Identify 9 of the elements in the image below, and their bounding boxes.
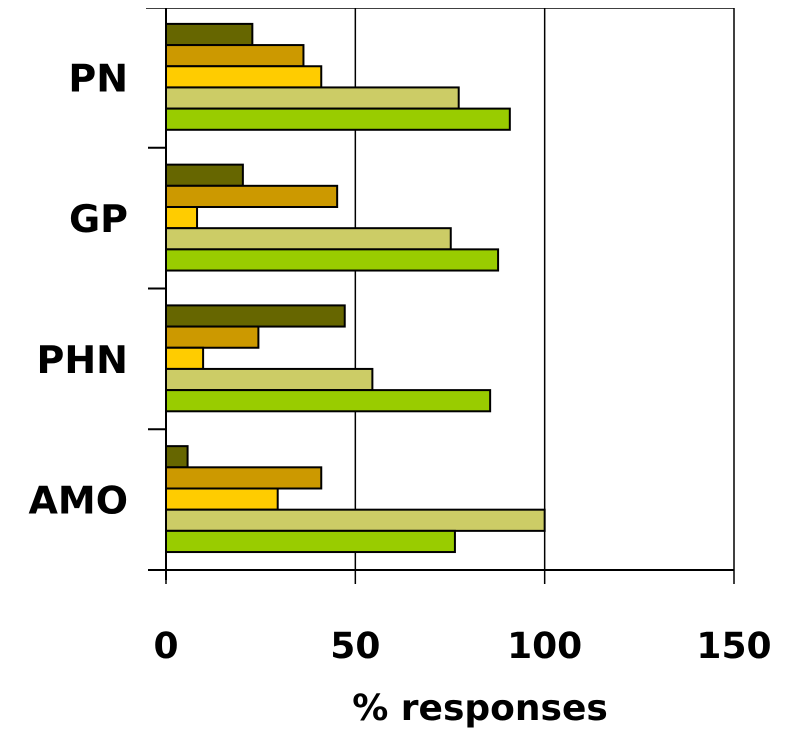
y-tick-label: PN xyxy=(68,56,128,100)
x-axis-title: % responses xyxy=(352,688,608,729)
x-tick-label: 100 xyxy=(507,626,582,667)
y-tick-label: PHN xyxy=(36,338,128,382)
x-tick-label: 50 xyxy=(330,626,380,667)
y-tick-label: AMO xyxy=(28,478,128,523)
x-tick-label: 0 xyxy=(153,626,179,667)
x-tick-label: 150 xyxy=(696,626,772,667)
y-tick-label: GP xyxy=(68,197,128,242)
